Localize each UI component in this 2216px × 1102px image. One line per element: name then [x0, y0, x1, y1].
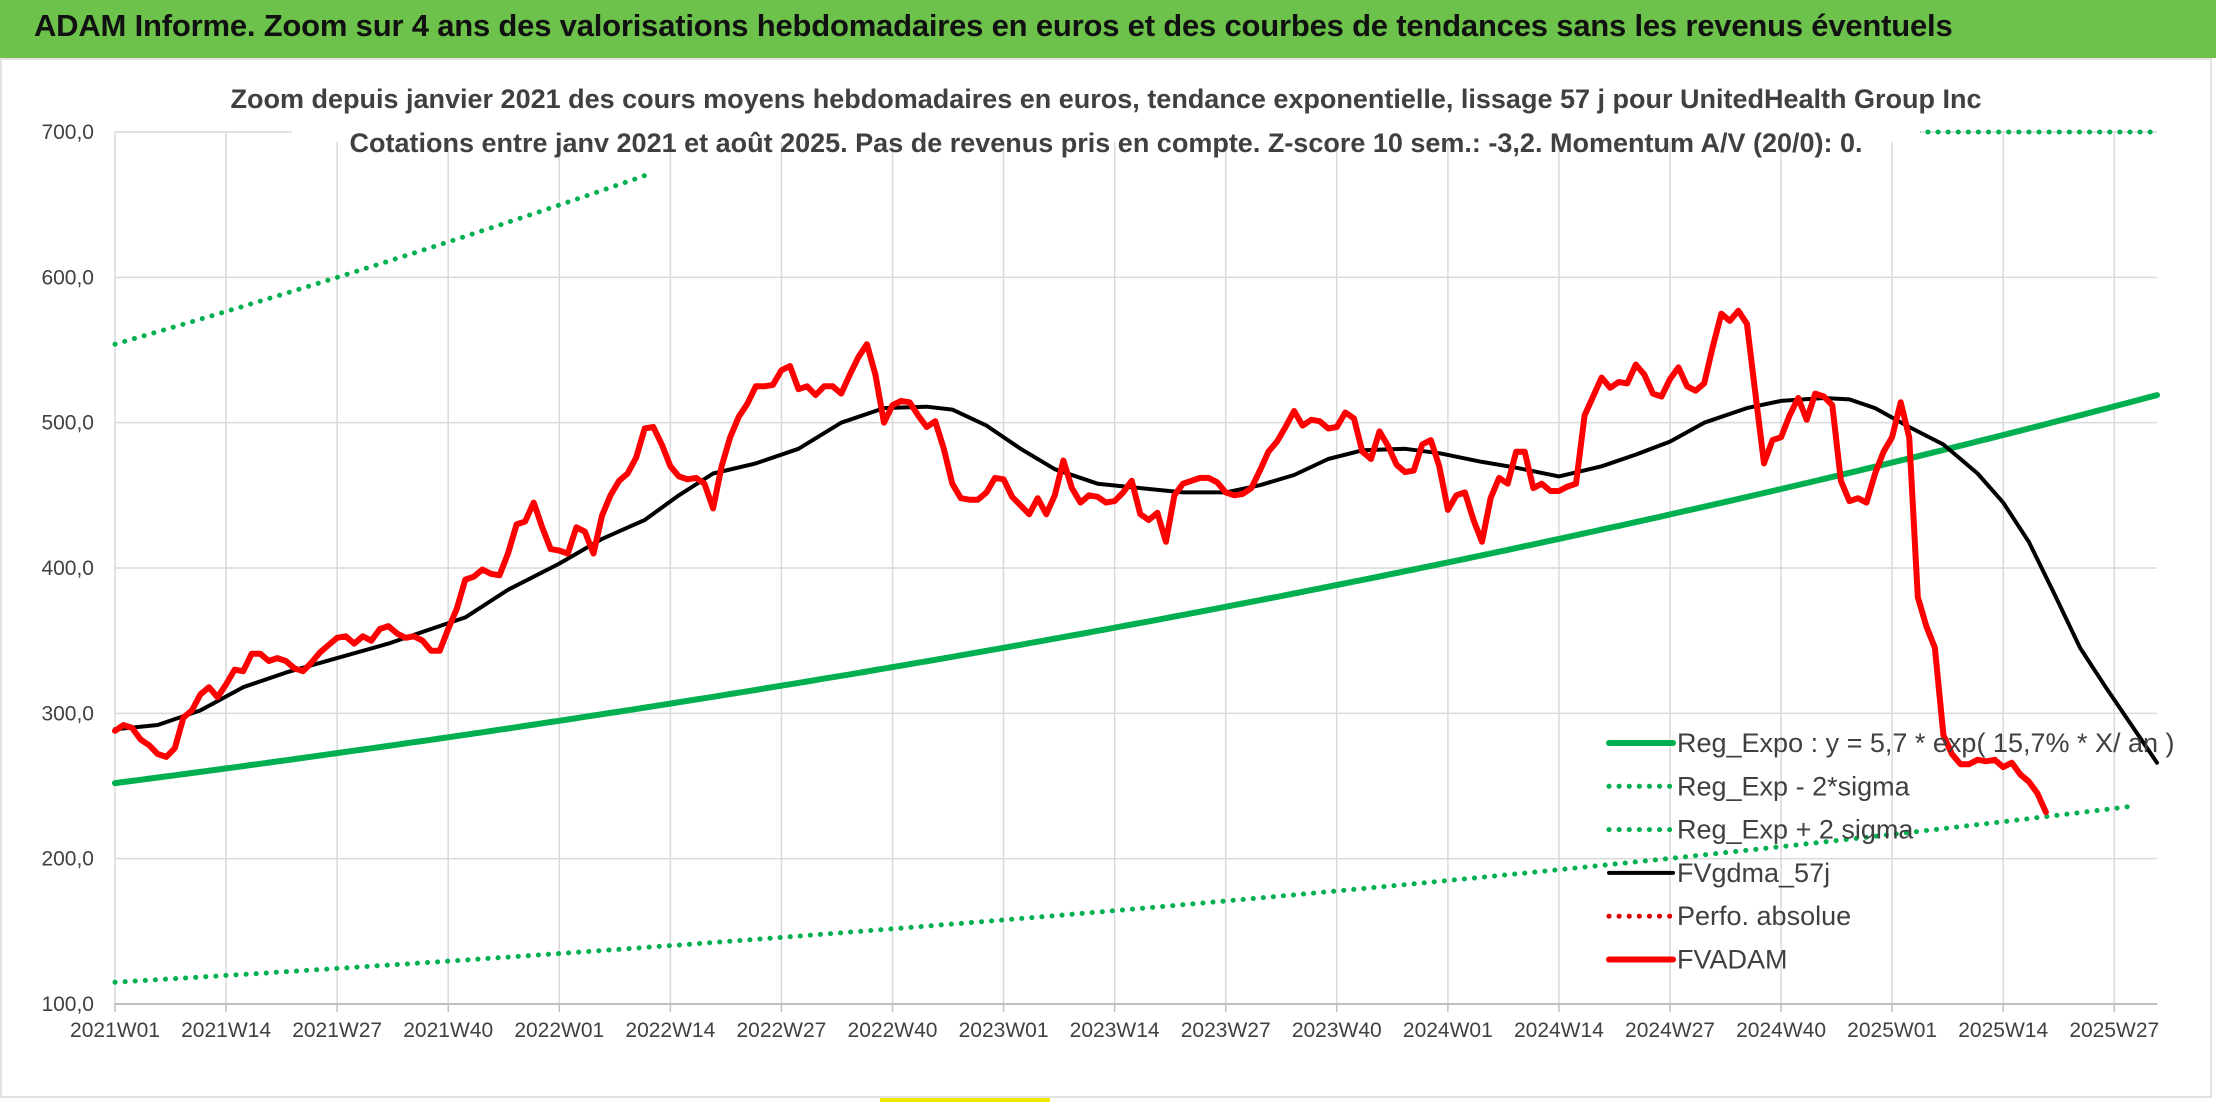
- x-tick-label: 2024W14: [1514, 1019, 1604, 1042]
- y-tick-label: 400,0: [41, 557, 94, 580]
- x-tick-label: 2022W01: [514, 1019, 604, 1042]
- legend-label: Perfo. absolue: [1677, 901, 1851, 931]
- legend-label: Reg_Expo : y = 5,7 * exp( 15,7% * X/ an …: [1677, 728, 2175, 758]
- legend: Reg_Expo : y = 5,7 * exp( 15,7% * X/ an …: [1606, 728, 2175, 975]
- y-tick-label: 600,0: [41, 266, 94, 289]
- y-tick-label: 300,0: [41, 702, 94, 725]
- header-banner: ADAM Informe. Zoom sur 4 ans des valoris…: [0, 0, 2216, 60]
- bottom-accent-bar: [880, 1098, 1050, 1102]
- x-tick-label: 2024W27: [1625, 1019, 1715, 1042]
- x-tick-label: 2024W40: [1736, 1019, 1826, 1042]
- legend-label: FVADAM: [1677, 945, 1788, 975]
- legend-label: Reg_Exp - 2*sigma: [1677, 771, 1911, 801]
- x-tick-label: 2022W27: [736, 1019, 826, 1042]
- chart-frame: 700,0 600,0 500,0 400,0 300,0 200,0 100,0 2021W…: [0, 58, 2212, 1098]
- x-tick-label: 2025W01: [1847, 1019, 1937, 1042]
- y-tick-label: 200,0: [41, 848, 94, 871]
- x-tick-label: 2023W27: [1181, 1019, 1271, 1042]
- x-tick-label: 2022W14: [625, 1019, 715, 1042]
- x-tick-label: 2021W40: [403, 1019, 493, 1042]
- x-tick-label: 2023W01: [959, 1019, 1049, 1042]
- series-line-reg-expo-y-5-7-exp-15-7-x-an: [112, 392, 2160, 787]
- grid: [114, 131, 2157, 1005]
- x-tick-label: 2024W01: [1403, 1019, 1493, 1042]
- x-tick-label: 2025W14: [1958, 1019, 2048, 1042]
- x-tick-label: 2023W40: [1292, 1019, 1382, 1042]
- chart-subtitle: Cotations entre janv 2021 et août 2025. …: [349, 128, 1862, 158]
- x-tick-label: 2021W27: [292, 1019, 382, 1042]
- page-title: ADAM Informe. Zoom sur 4 ans des valoris…: [34, 8, 1953, 43]
- subtitle-background: [292, 62, 1920, 142]
- y-tick-label: 100,0: [41, 993, 94, 1016]
- legend-label: Reg_Exp + 2 sigma: [1677, 815, 1914, 845]
- x-tick-label: 2021W01: [70, 1019, 160, 1042]
- line-chart: 700,0 600,0 500,0 400,0 300,0 200,0 100,0 2021W…: [41, 62, 2175, 1042]
- legend-label: FVgdma_57j: [1677, 858, 1830, 888]
- series-line-fvgdma-57j: [113, 396, 2159, 765]
- x-tick-label: 2023W14: [1070, 1019, 1160, 1042]
- series-line-fvadam: [112, 307, 2049, 816]
- y-tick-label: 700,0: [41, 121, 94, 144]
- y-tick-label: 500,0: [41, 412, 94, 435]
- series-line-reg-exp-2-sigma: [112, 803, 2134, 985]
- x-tick-label: 2025W27: [2069, 1019, 2159, 1042]
- x-tick-label: 2021W14: [181, 1019, 271, 1042]
- series-layer: [112, 129, 2160, 985]
- x-tick-label: 2022W40: [848, 1019, 938, 1042]
- axes: 700,0 600,0 500,0 400,0 300,0 200,0 100,0 2021W…: [41, 121, 2159, 1042]
- chart-title: Zoom depuis janvier 2021 des cours moyen…: [231, 84, 1982, 114]
- series-line-reg-exp-2-sigma: [112, 173, 648, 347]
